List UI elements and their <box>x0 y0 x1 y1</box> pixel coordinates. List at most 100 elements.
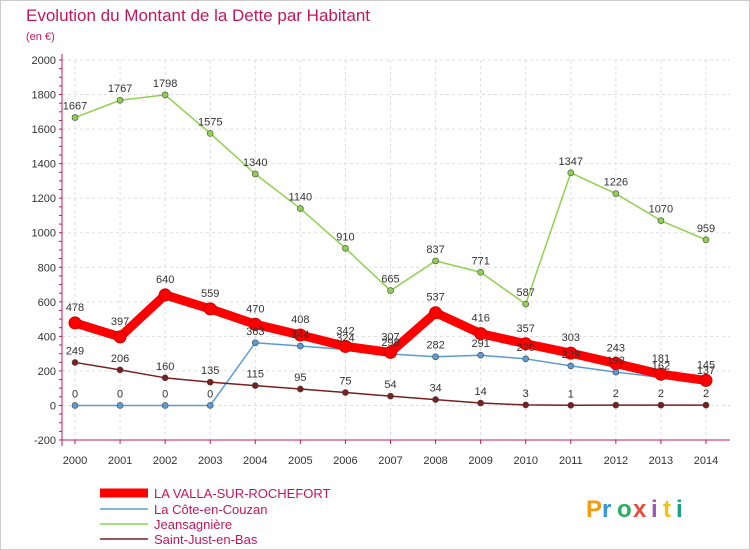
data-point <box>251 339 259 347</box>
data-label: 363 <box>246 326 264 338</box>
data-label: 1340 <box>243 157 267 169</box>
data-point <box>612 401 620 409</box>
y-tick-label: 1400 <box>32 159 56 171</box>
data-label: 1070 <box>649 204 673 216</box>
data-label: 34 <box>429 383 441 395</box>
x-tick-label: 2008 <box>423 455 447 467</box>
data-point <box>158 288 172 302</box>
data-label: 1798 <box>153 78 177 90</box>
data-label: 2 <box>613 388 619 400</box>
y-tick-label: 600 <box>38 297 56 309</box>
y-tick-label: 400 <box>38 331 56 343</box>
data-point <box>297 205 304 212</box>
data-label: 771 <box>471 255 489 267</box>
data-point <box>654 367 668 381</box>
x-tick-label: 2009 <box>468 455 492 467</box>
y-tick-label: 0 <box>50 400 56 412</box>
data-point <box>251 170 259 178</box>
data-point <box>567 401 575 409</box>
data-point <box>564 346 578 360</box>
data-label: 1 <box>568 388 574 400</box>
data-label: 478 <box>66 302 84 314</box>
data-label: 959 <box>697 223 715 235</box>
data-point <box>116 366 124 374</box>
data-point <box>477 268 484 276</box>
data-point <box>342 389 349 396</box>
data-label: 243 <box>607 342 625 354</box>
data-point <box>206 378 214 386</box>
data-point <box>203 302 217 316</box>
data-label: 135 <box>201 365 219 377</box>
data-point <box>522 300 530 308</box>
data-label: 193 <box>607 355 625 367</box>
brand-letter: o <box>617 496 632 523</box>
data-point <box>297 385 304 393</box>
data-point <box>71 114 79 121</box>
data-point <box>113 330 127 344</box>
x-tick-label: 2000 <box>63 455 87 467</box>
data-point <box>477 399 484 407</box>
data-label: 837 <box>426 244 444 256</box>
data-label: 910 <box>336 231 354 243</box>
data-label: 587 <box>517 287 535 299</box>
legend-label: LA VALLA-SUR-ROCHEFORT <box>154 486 331 501</box>
data-point <box>567 362 575 370</box>
data-label: 408 <box>291 314 309 326</box>
data-label: 559 <box>201 288 219 300</box>
chart-subtitle: (en €) <box>26 31 55 43</box>
x-tick-label: 2011 <box>559 455 583 467</box>
data-point <box>206 130 214 137</box>
data-label: 0 <box>72 388 78 400</box>
data-point <box>702 401 710 409</box>
data-label: 640 <box>156 274 174 286</box>
data-label: 145 <box>697 359 715 371</box>
data-point <box>657 401 665 409</box>
plot-area: -200020040060080010001200140016001800200… <box>32 54 730 467</box>
data-label: 1347 <box>559 156 583 168</box>
data-point <box>519 337 533 351</box>
data-point <box>432 396 439 403</box>
data-label: 3 <box>523 388 529 400</box>
data-label: 137 <box>697 365 715 377</box>
data-label: 181 <box>652 353 670 365</box>
brand-letter: i <box>651 496 658 523</box>
data-label: 0 <box>162 388 168 400</box>
brand-letter: P <box>586 496 602 523</box>
data-label: 1767 <box>108 83 132 95</box>
y-tick-label: 800 <box>38 262 56 274</box>
data-label: 342 <box>336 325 354 337</box>
data-point <box>567 169 575 177</box>
data-label: 537 <box>426 292 444 304</box>
x-tick-label: 2014 <box>694 455 718 467</box>
data-label: 0 <box>207 388 213 400</box>
data-point <box>71 402 79 409</box>
data-point <box>293 328 307 342</box>
x-tick-label: 2006 <box>333 455 357 467</box>
legend-label: Jeansagnière <box>154 517 232 532</box>
data-point <box>609 356 623 370</box>
data-label: 1140 <box>289 192 313 204</box>
data-point <box>161 374 169 382</box>
data-label: 249 <box>66 345 84 357</box>
data-label: 470 <box>246 303 264 315</box>
data-label: 14 <box>475 386 487 398</box>
x-tick-label: 2003 <box>198 455 222 467</box>
data-point <box>387 392 394 400</box>
data-label: 357 <box>517 323 535 335</box>
data-point <box>432 257 439 265</box>
data-label: 95 <box>294 372 306 384</box>
data-label: 160 <box>156 361 174 373</box>
x-tick-label: 2013 <box>649 455 673 467</box>
y-tick-label: 1600 <box>32 124 56 136</box>
y-tick-label: -200 <box>34 435 56 447</box>
data-label: 229 <box>562 349 580 361</box>
brand-letter: i <box>676 496 683 523</box>
data-label: 2 <box>703 388 709 400</box>
y-tick-label: 200 <box>38 366 56 378</box>
data-label: 270 <box>517 342 535 354</box>
data-label: 1575 <box>198 116 222 128</box>
data-label: 1667 <box>63 101 87 113</box>
data-label: 75 <box>339 376 351 388</box>
